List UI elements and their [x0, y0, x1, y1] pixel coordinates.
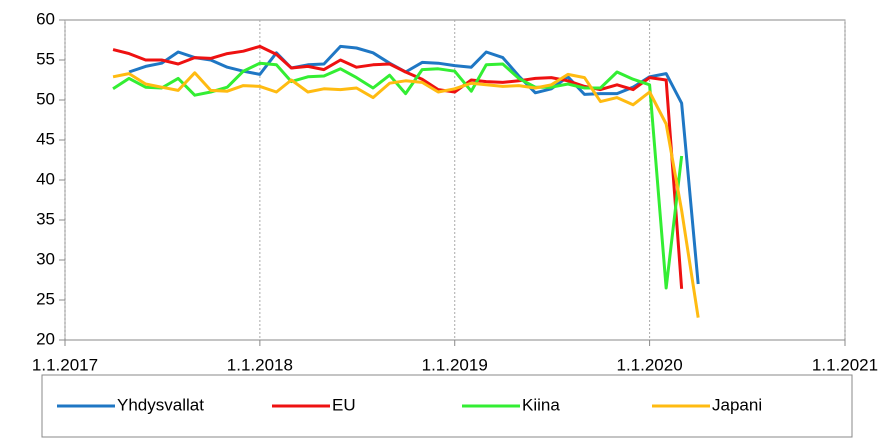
y-tick-label: 35	[36, 209, 55, 228]
series-line	[112, 61, 684, 290]
legend-label: EU	[332, 395, 356, 414]
y-tick-label: 55	[36, 49, 55, 68]
legend-box	[41, 374, 853, 438]
y-tick-label: 50	[36, 89, 55, 108]
x-tick-label: 1.1.2020	[617, 355, 683, 374]
x-tick-label: 1.1.2019	[422, 355, 488, 374]
series-line	[112, 71, 700, 318]
x-tick-label: 1.1.2017	[32, 355, 98, 374]
series-line	[128, 44, 700, 285]
x-tick-label: 1.1.2018	[227, 355, 293, 374]
legend-label: Yhdysvallat	[117, 395, 204, 414]
y-tick-label: 20	[36, 329, 55, 348]
y-tick-label: 60	[36, 9, 55, 28]
x-tick-label: 1.1.2021	[812, 355, 878, 374]
y-tick-label: 25	[36, 289, 55, 308]
y-tick-label: 40	[36, 169, 55, 188]
legend-label: Japani	[712, 395, 762, 414]
y-tick-label: 30	[36, 249, 55, 268]
legend-label: Kiina	[522, 395, 560, 414]
y-tick-label: 45	[36, 129, 55, 148]
